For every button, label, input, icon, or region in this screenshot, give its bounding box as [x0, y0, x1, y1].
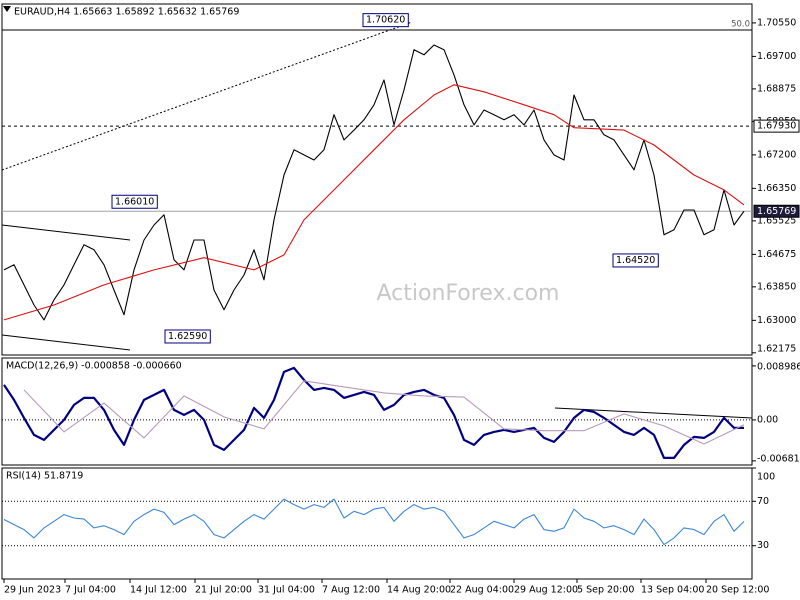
- x-tick-label: 14 Aug 20:00: [387, 585, 451, 596]
- y-tick-label: 70: [757, 496, 769, 507]
- y-tick-label: 0.008986: [757, 362, 800, 373]
- y-tick-label: 1.70550: [757, 17, 796, 28]
- series-line: [3, 84, 745, 321]
- annotation-label: 1.66010: [115, 196, 154, 207]
- annotation-box: [111, 194, 158, 209]
- y-tick-label: 0.00: [757, 414, 778, 425]
- panel-frame: [1, 467, 753, 580]
- watermark: ActionForex.com: [377, 281, 560, 306]
- x-tick-label: 7 Jul 04:00: [65, 585, 116, 596]
- series-line: [3, 44, 745, 321]
- panel-title: EURAUD,H4 1.65663 1.65892 1.65632 1.6576…: [14, 7, 239, 18]
- channel-line: [1, 334, 131, 351]
- menu-triangle: [3, 6, 11, 12]
- annotation-label: 1.62590: [168, 331, 207, 342]
- y-tick-label: 1.63000: [757, 315, 796, 326]
- annotation-box: [164, 329, 211, 344]
- y-tick-label: 1.69700: [757, 51, 796, 62]
- panel-title: RSI(14) 51.8719: [6, 471, 83, 482]
- x-tick-label: 20 Sep 12:00: [706, 585, 769, 596]
- x-tick-label: 13 Sep 04:00: [641, 585, 704, 596]
- panel-title: MACD(12,26,9) -0.000858 -0.000660: [6, 361, 182, 372]
- series-line: [3, 366, 744, 459]
- price-level-box: [753, 204, 800, 218]
- y-tick-label: 1.65525: [757, 215, 796, 226]
- annotation-box: [612, 253, 659, 268]
- y-tick-label: 1.66350: [757, 183, 796, 194]
- y-tick-label: 30: [757, 540, 769, 551]
- x-tick-label: 7 Aug 12:00: [322, 585, 380, 596]
- y-tick-label: 1.64675: [757, 249, 796, 260]
- trend-line: [1, 21, 413, 171]
- channel-line: [1, 224, 131, 241]
- x-tick-label: 31 Jul 04:00: [258, 585, 315, 596]
- y-tick-label: 1.67200: [757, 149, 796, 160]
- x-tick-label: 5 Sep 20:00: [577, 585, 634, 596]
- price-level-label: 1.65769: [757, 206, 796, 217]
- x-tick-label: 22 Aug 04:00: [450, 585, 514, 596]
- x-tick-label: 14 Jul 12:00: [130, 585, 187, 596]
- y-tick-label: 1.62175: [757, 344, 796, 355]
- y-tick-label: 1.68875: [757, 83, 796, 94]
- annotation-box: [362, 13, 409, 28]
- x-tick-label: 29 Jun 2023: [4, 585, 61, 596]
- y-tick-label: 100: [757, 472, 775, 483]
- fib-label: 50.0: [731, 20, 750, 30]
- annotation-label: 1.70620: [366, 15, 405, 26]
- series-line: [3, 498, 745, 546]
- x-tick-label: 29 Aug 12:00: [514, 585, 578, 596]
- price-level-label: 1.67930: [757, 121, 796, 132]
- annotation-label: 1.64520: [616, 255, 655, 266]
- y-tick-label: 1.63850: [757, 281, 796, 292]
- series-line: [23, 380, 745, 445]
- price-level-box: [753, 119, 800, 133]
- panel-frame: [1, 3, 753, 356]
- y-tick-label: -0.006816: [757, 454, 800, 465]
- x-tick-label: 21 Jul 20:00: [195, 585, 252, 596]
- panel-frame: [1, 357, 753, 466]
- price-level-tag: 1.65769: [753, 204, 800, 218]
- price-level-tag: 1.67930: [753, 119, 800, 133]
